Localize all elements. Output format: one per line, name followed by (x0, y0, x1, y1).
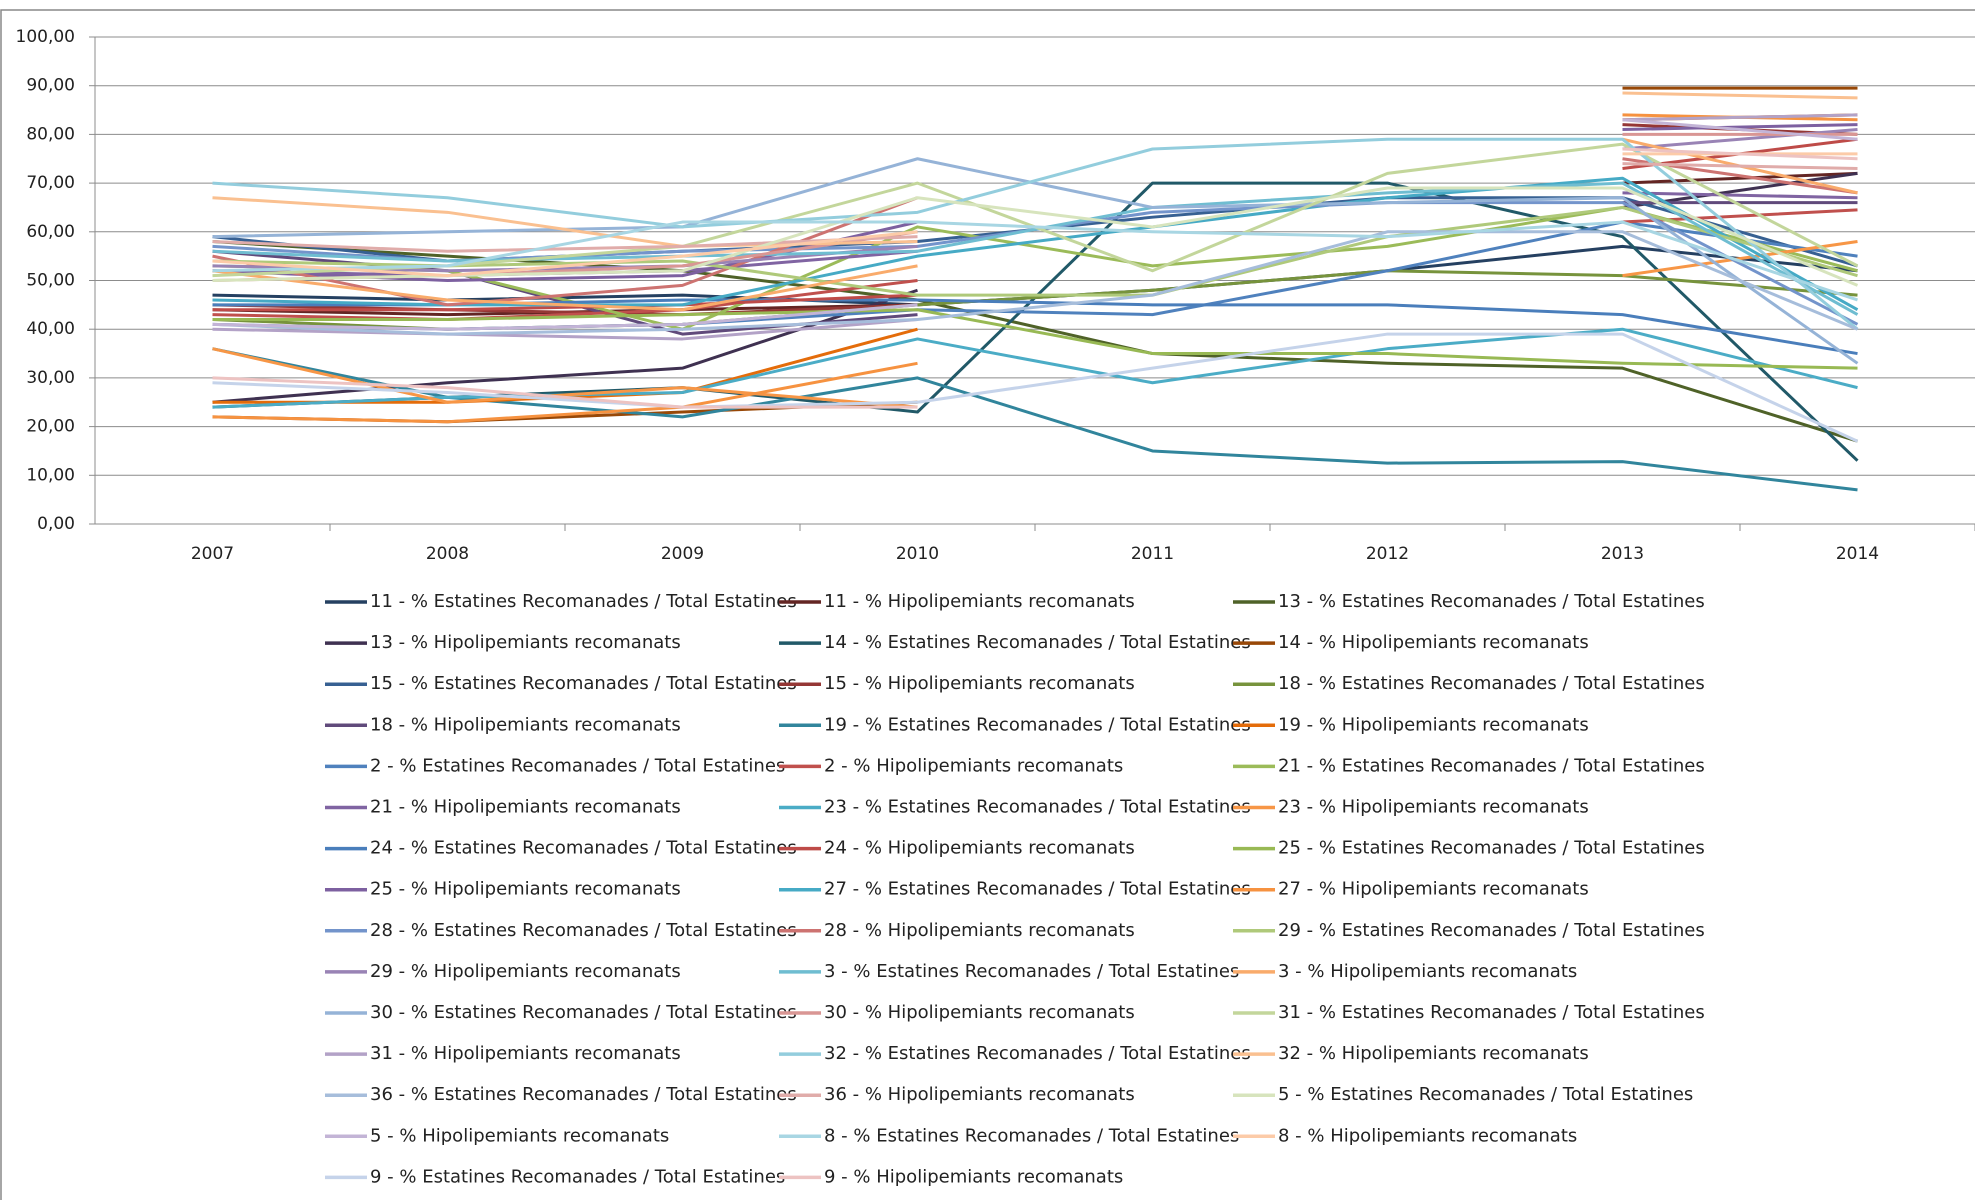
series-line (212, 162, 1858, 253)
legend-label: 23 - % Hipolipemiants recomanats (1278, 797, 1589, 818)
legend-label: 29 - % Estatines Recomanades / Total Est… (1278, 920, 1705, 941)
legend-label: 5 - % Estatines Recomanades / Total Esta… (1278, 1084, 1693, 1105)
series-line (212, 157, 1859, 365)
legend-label: 19 - % Hipolipemiants recomanats (1278, 714, 1589, 735)
legend-label: 9 - % Estatines Recomanades / Total Esta… (370, 1166, 785, 1187)
legend-label: 2 - % Hipolipemiants recomanats (824, 755, 1123, 776)
series-line (212, 181, 1859, 316)
x-tick-label: 2014 (1836, 544, 1879, 564)
legend-label: 14 - % Estatines Recomanades / Total Est… (824, 632, 1251, 653)
legend-label: 13 - % Hipolipemiants recomanats (370, 632, 681, 653)
x-tick-label: 2009 (661, 544, 704, 564)
x-tick-label: 2012 (1366, 544, 1409, 564)
y-tick-label: 40,00 (26, 319, 75, 339)
legend-label: 2 - % Estatines Recomanades / Total Esta… (370, 755, 785, 776)
x-tick-label: 2011 (1131, 544, 1174, 564)
y-tick-label: 20,00 (26, 417, 75, 437)
legend-label: 31 - % Estatines Recomanades / Total Est… (1278, 1002, 1705, 1023)
legend-label: 8 - % Estatines Recomanades / Total Esta… (824, 1125, 1239, 1146)
series-line (212, 147, 1858, 409)
chart-frame (0, 9, 1975, 1200)
legend-label: 29 - % Hipolipemiants recomanats (370, 961, 681, 982)
series-line (212, 220, 1858, 302)
legend-label: 18 - % Estatines Recomanades / Total Est… (1278, 673, 1705, 694)
legend-label: 18 - % Hipolipemiants recomanats (370, 714, 681, 735)
legend-label: 21 - % Estatines Recomanades / Total Est… (1278, 755, 1705, 776)
legend-label: 14 - % Hipolipemiants recomanats (1278, 632, 1589, 653)
series-line (212, 327, 1858, 409)
y-tick-label: 60,00 (26, 222, 75, 242)
legend-label: 31 - % Hipolipemiants recomanats (370, 1043, 681, 1064)
legend-label: 9 - % Hipolipemiants recomanats (824, 1166, 1123, 1187)
series-line (212, 137, 1859, 331)
legend-label: 32 - % Estatines Recomanades / Total Est… (824, 1043, 1251, 1064)
legend-label: 23 - % Estatines Recomanades / Total Est… (824, 797, 1251, 818)
series-line (212, 113, 1858, 341)
legend-label: 3 - % Hipolipemiants recomanats (1278, 961, 1577, 982)
y-tick-label: 70,00 (26, 173, 75, 193)
legend-label: 27 - % Hipolipemiants recomanats (1278, 879, 1589, 900)
legend-label: 8 - % Hipolipemiants recomanats (1278, 1125, 1577, 1146)
legend-label: 25 - % Hipolipemiants recomanats (370, 879, 681, 900)
legend-label: 11 - % Hipolipemiants recomanats (824, 591, 1135, 612)
legend-label: 19 - % Estatines Recomanades / Total Est… (824, 714, 1251, 735)
legend-label: 28 - % Estatines Recomanades / Total Est… (370, 920, 797, 941)
y-tick-label: 30,00 (26, 368, 75, 388)
legend-label: 5 - % Hipolipemiants recomanats (370, 1125, 669, 1146)
legend-label: 28 - % Hipolipemiants recomanats (824, 920, 1135, 941)
series-line (212, 123, 1858, 317)
series-line (212, 113, 1858, 424)
x-tick-label: 2010 (896, 544, 939, 564)
legend-label: 30 - % Hipolipemiants recomanats (824, 1002, 1135, 1023)
y-tick-label: 0,00 (37, 514, 75, 534)
legend-label: 21 - % Hipolipemiants recomanats (370, 797, 681, 818)
y-tick-label: 100,00 (16, 27, 75, 47)
y-tick-label: 10,00 (26, 465, 75, 485)
legend-label: 13 - % Estatines Recomanades / Total Est… (1278, 591, 1705, 612)
legend-label: 25 - % Estatines Recomanades / Total Est… (1278, 838, 1705, 859)
legend-label: 3 - % Estatines Recomanades / Total Esta… (824, 961, 1239, 982)
legend-label: 15 - % Estatines Recomanades / Total Est… (370, 673, 797, 694)
legend-label: 15 - % Hipolipemiants recomanats (824, 673, 1135, 694)
y-tick-label: 90,00 (26, 76, 75, 96)
legend-label: 11 - % Estatines Recomanades / Total Est… (370, 591, 797, 612)
legend-label: 27 - % Estatines Recomanades / Total Est… (824, 879, 1251, 900)
legend-label: 24 - % Estatines Recomanades / Total Est… (370, 838, 797, 859)
series-line (212, 113, 1858, 404)
legend-label: 32 - % Hipolipemiants recomanats (1278, 1043, 1589, 1064)
series-line (212, 230, 1859, 336)
series-line (212, 347, 1858, 492)
x-tick-label: 2007 (191, 544, 234, 564)
legend-label: 24 - % Hipolipemiants recomanats (824, 838, 1135, 859)
series-line (212, 186, 1859, 287)
y-tick-label: 50,00 (26, 271, 75, 291)
legend-label: 30 - % Estatines Recomanades / Total Est… (370, 1002, 797, 1023)
y-tick-label: 80,00 (26, 124, 75, 144)
legend-label: 36 - % Hipolipemiants recomanats (824, 1084, 1135, 1105)
legend-label: 36 - % Estatines Recomanades / Total Est… (370, 1084, 797, 1105)
x-tick-label: 2013 (1601, 544, 1644, 564)
series-line (212, 171, 1858, 317)
x-tick-label: 2008 (426, 544, 469, 564)
series-line (212, 205, 1858, 297)
series-line (212, 308, 1858, 370)
series-line (212, 176, 1859, 312)
series-line (212, 332, 1859, 443)
series-line (212, 118, 1858, 331)
